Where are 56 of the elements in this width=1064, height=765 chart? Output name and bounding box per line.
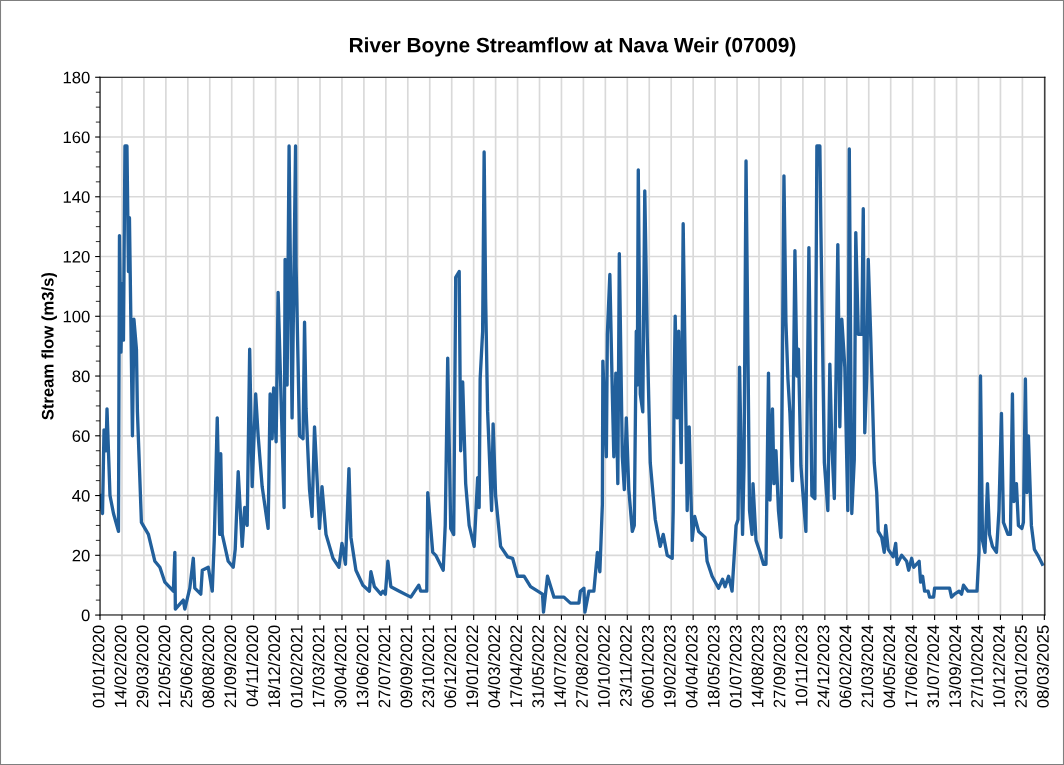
y-tick-label: 100 [63,310,90,323]
x-tick-label: 04/11/2020 [245,625,259,707]
x-tick-label: 13/09/2024 [948,625,962,707]
y-tick-label: 60 [72,430,90,442]
x-tick-label: 27/09/2023 [773,625,786,708]
x-tick-label: 23/11/2022 [619,625,632,707]
y-axis-title: Stream flow (m3/s) [41,272,57,420]
x-tick-label: 18/12/2020 [267,625,281,707]
x-tick-label: 12/05/2020 [158,625,171,707]
x-tick-label: 19/01/2022 [465,625,479,707]
x-tick-label: 30/04/2021 [334,625,347,708]
x-tick-label: 09/09/2021 [400,625,413,708]
x-tick-label: 23/01/2025 [1014,625,1027,708]
x-tick-label: 10/12/2024 [992,625,1005,707]
y-tick-label: 80 [72,370,90,383]
x-tick-label: 24/12/2023 [817,625,830,708]
x-tick-label: 10/10/2022 [597,625,610,707]
y-tick-label: 180 [63,71,90,84]
x-tick-label: 25/06/2020 [180,625,193,708]
y-tick-label: 120 [63,250,90,263]
y-tick-label: 0 [81,609,90,622]
x-tick-label: 27/07/2021 [378,625,391,708]
x-tick-label: 08/03/2025 [1036,625,1049,708]
x-tick-label: 27/10/2024 [970,625,983,708]
x-tick-label: 18/05/2023 [707,625,720,707]
x-tick-label: 04/04/2023 [685,625,698,708]
y-tick-label: 20 [72,549,90,562]
x-tick-label: 04/03/2022 [487,625,501,708]
x-tick-label: 21/03/2024 [860,625,874,708]
x-tick-label: 13/06/2021 [356,625,369,707]
x-tick-label: 01/01/2020 [92,625,105,708]
x-tick-label: 14/07/2022 [553,625,566,707]
x-tick-label: 08/08/2020 [202,625,215,708]
x-tick-label: 01/07/2023 [729,625,742,708]
x-tick-label: 04/05/2024 [882,625,896,708]
x-tick-label: 01/02/2021 [290,625,303,708]
x-tick-label: 21/09/2020 [223,625,237,708]
x-tick-label: 31/07/2024 [926,625,940,708]
x-tick-label: 17/06/2024 [904,625,918,707]
y-tick-label: 40 [72,489,90,502]
x-tick-label: 17/03/2021 [312,625,325,707]
x-tick-label: 17/04/2022 [509,625,523,707]
x-tick-label: 06/02/2024 [839,625,852,708]
chart-title: River Boyne Streamflow at Nava Weir (07009) [349,37,796,57]
x-tick-label: 10/11/2023 [795,625,808,706]
x-tick-label: 23/10/2021 [421,625,435,708]
x-tick-label: 06/01/2023 [641,625,654,708]
x-tick-label: 14/02/2020 [114,625,127,707]
x-tick-label: 31/05/2022 [531,625,544,708]
x-tick-label: 27/08/2022 [575,625,588,708]
x-tick-label: 29/03/2020 [136,625,149,708]
y-tick-label: 140 [63,191,90,203]
y-tick-label: 160 [63,131,90,144]
x-tick-label: 14/08/2023 [751,625,764,707]
x-tick-label: 06/12/2021 [443,625,457,708]
x-tick-label: 19/02/2023 [663,625,676,707]
